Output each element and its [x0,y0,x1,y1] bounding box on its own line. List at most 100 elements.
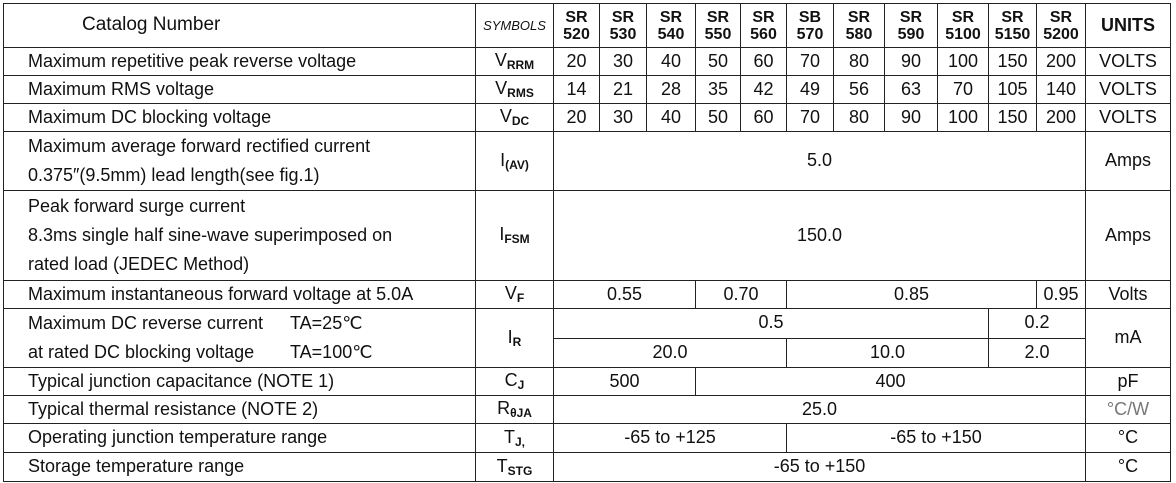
value: 70 [937,75,989,104]
value: 80 [833,47,885,76]
value: 0.5 [553,308,989,339]
param-label: Operating junction temperature range [3,423,476,453]
value: 50 [695,47,741,76]
param-label: Storage temperature range [3,452,476,482]
param-label: Maximum instantaneous forward voltage at… [3,280,476,309]
symbol: CJ [475,367,554,396]
row-vdc: Maximum DC blocking voltage VDC 20 30 40 50 60… [3,103,1171,132]
symbol: RθJA [475,395,554,424]
value: 150.0 [553,190,1086,281]
unit: °C/W [1085,395,1171,424]
row-vf: Maximum instantaneous forward voltage at… [3,280,1171,309]
part-header: SB 570 [786,3,834,48]
value: 20 [553,103,600,132]
value: 70 [786,47,834,76]
value: 20.0 [553,337,787,368]
unit: Amps [1085,190,1171,281]
symbol: VDC [475,103,554,132]
row-tstg: Storage temperature range TSTG -65 to +1… [3,452,1171,482]
param-label: Maximum RMS voltage [3,75,476,104]
part-header: SR 590 [884,3,938,48]
row-ifsm: Peak forward surge current 8.3ms single h… [3,190,1171,281]
value: 56 [833,75,885,104]
param-label: Typical thermal resistance (NOTE 2) [3,395,476,424]
value: 0.70 [695,280,787,309]
value: 30 [599,47,647,76]
value: 0.55 [553,280,696,309]
units-header: UNITS [1085,3,1171,48]
part-header: SR 580 [833,3,885,48]
value: 28 [646,75,696,104]
value: 60 [740,47,787,76]
row-iav: Maximum average forward rectified curren… [3,131,1171,191]
param-label: Typical junction capacitance (NOTE 1) [3,367,476,396]
value: 60 [740,103,787,132]
part-header: SR 560 [740,3,787,48]
value: 35 [695,75,741,104]
unit: VOLTS [1085,75,1171,104]
value: 50 [695,103,741,132]
part-header: SR 520 [553,3,600,48]
symbol: TSTG [475,452,554,482]
value: -65 to +125 [553,423,787,453]
row-vrms: Maximum RMS voltage VRMS 14 21 28 35 42 49 56 63 7… [3,75,1171,104]
value: 200 [1036,47,1086,76]
value: 49 [786,75,834,104]
row-cj: Typical junction capacitance (NOTE 1) CJ… [3,367,1171,396]
symbol: VF [475,280,554,309]
unit: VOLTS [1085,103,1171,132]
value: 200 [1036,103,1086,132]
value: 5.0 [553,131,1086,191]
unit: °C [1085,423,1171,453]
value: -65 to +150 [786,423,1086,453]
symbol: TJ, [475,423,554,453]
value: 150 [988,47,1037,76]
symbol: VRRM [475,47,554,76]
part-header: SR 5200 [1036,3,1086,48]
value: 40 [646,47,696,76]
value: 20 [553,47,600,76]
param-label: Maximum DC reverse current TA=25℃ at rate… [3,308,476,368]
catalog-number-header: Catalog Number [3,3,476,48]
value: 80 [833,103,885,132]
value: 0.2 [988,308,1086,339]
part-header: SR 530 [599,3,647,48]
value: 30 [599,103,647,132]
value: 500 [553,367,696,396]
value: 150 [988,103,1037,132]
value: 40 [646,103,696,132]
value: 14 [553,75,600,104]
part-header: SR 550 [695,3,741,48]
row-ir-25: Maximum DC reverse current TA=25℃ at rate… [3,308,1171,368]
value: 90 [884,103,938,132]
value: 100 [937,47,989,76]
part-header: SR 5150 [988,3,1037,48]
header-row: Catalog Number SYMBOLS SR 520 SR 530 SR 540… [3,3,1171,48]
param-label: Maximum average forward rectified curren… [3,131,476,191]
unit: mA [1085,308,1171,368]
symbol: I(AV) [475,131,554,191]
value: 42 [740,75,787,104]
param-label: Peak forward surge current 8.3ms single h… [3,190,476,281]
row-vrrm: Maximum repetitive peak reverse voltage V… [3,47,1171,76]
value: 21 [599,75,647,104]
row-tj: Operating junction temperature range TJ,… [3,423,1171,453]
value: 63 [884,75,938,104]
value: 10.0 [786,337,989,368]
ratings-table: Catalog Number SYMBOLS SR 520 SR 530 SR 540… [3,3,1171,482]
unit: VOLTS [1085,47,1171,76]
value: 0.95 [1036,280,1086,309]
row-rth: Typical thermal resistance (NOTE 2) RθJA… [3,395,1171,424]
value: 0.85 [786,280,1037,309]
part-header: SR 5100 [937,3,989,48]
unit: Volts [1085,280,1171,309]
unit: pF [1085,367,1171,396]
value: 2.0 [988,337,1086,368]
symbol: IR [475,308,554,368]
value: 400 [695,367,1086,396]
row-ir-100: 20.0 10.0 2.0 [4,337,1171,368]
unit: °C [1085,452,1171,482]
value: 100 [937,103,989,132]
param-label: Maximum DC blocking voltage [3,103,476,132]
value: 105 [988,75,1037,104]
